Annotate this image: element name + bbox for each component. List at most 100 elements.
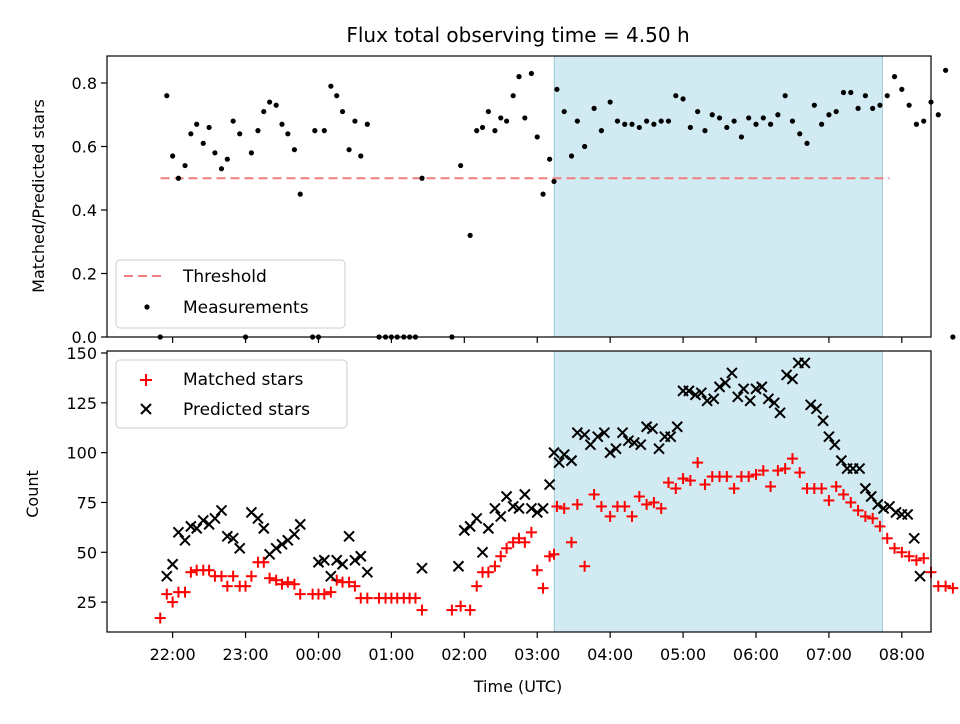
predicted-star-point: [553, 456, 565, 469]
measurement-point: [485, 108, 491, 115]
cross-b: [489, 502, 501, 515]
predicted-star-point: [565, 454, 578, 467]
cross-b: [914, 570, 926, 582]
cross-b: [616, 427, 629, 439]
predicted-star-point: [732, 391, 744, 403]
measurement-point: [731, 118, 737, 124]
matched-star-point: [677, 473, 689, 485]
cross-b: [343, 530, 355, 543]
y-tick-label: 0.2: [72, 264, 97, 283]
x-tick-label: 03:00: [514, 645, 560, 664]
measurement-point: [607, 99, 613, 105]
predicted-star-point: [901, 508, 914, 521]
predicted-star-point: [914, 570, 926, 582]
cross-b: [258, 522, 270, 535]
predicted-star-point: [768, 397, 780, 409]
matched-star-point: [881, 532, 893, 544]
measurement-point: [709, 112, 715, 118]
cross-b: [482, 522, 495, 535]
predicted-star-point: [707, 393, 720, 405]
matched-star-points: [154, 453, 959, 624]
measurement-point: [170, 153, 176, 159]
cross-b: [458, 524, 471, 537]
legend-measurements-swatch: [144, 304, 150, 310]
cross-b: [756, 381, 768, 393]
measurement-point: [789, 118, 796, 124]
measurement-point: [826, 112, 832, 118]
predicted-star-point: [325, 570, 337, 582]
cross-b: [853, 462, 866, 475]
predicted-star-point: [355, 550, 367, 562]
predicted-star-point: [664, 430, 677, 443]
predicted-star-point: [513, 502, 525, 515]
cross-b: [774, 407, 786, 419]
cross-b: [835, 454, 848, 467]
cross-b: [558, 448, 570, 461]
predicted-star-point: [270, 542, 282, 555]
x-tick-label: 07:00: [806, 645, 852, 664]
measurement-point: [811, 102, 817, 108]
predicted-star-point: [161, 570, 173, 582]
cross-b: [553, 456, 565, 469]
top-axes-frame: [106, 55, 932, 338]
cross-b: [543, 478, 556, 491]
matched-star-point: [940, 580, 952, 592]
matched-star-point: [903, 550, 915, 562]
measurement-point: [582, 143, 588, 150]
cross-b: [701, 395, 713, 407]
bottom-legend-box: [115, 359, 348, 429]
predicted-star-point: [166, 558, 179, 570]
measurement-point: [346, 147, 352, 153]
cross-b: [349, 554, 361, 566]
cross-b: [513, 502, 525, 515]
cross-b: [695, 387, 708, 399]
x-tick-label: 06:00: [733, 645, 779, 664]
cross-b: [531, 506, 543, 519]
cross-b: [172, 526, 185, 539]
matched-star-point: [519, 536, 531, 548]
predicted-star-point: [470, 512, 483, 525]
measurement-points: [157, 67, 956, 340]
matched-star-point: [692, 457, 704, 469]
measurement-point: [352, 118, 358, 124]
y-tick-label: 0.4: [72, 201, 97, 220]
predicted-star-point: [543, 478, 556, 491]
cross-b: [768, 397, 780, 409]
matched-star-point: [282, 576, 294, 588]
matched-star-point: [779, 463, 791, 475]
measurement-point: [285, 131, 291, 137]
matched-star-point: [221, 580, 233, 592]
matched-star-point: [179, 586, 191, 598]
predicted-star-point: [519, 488, 531, 501]
cross-b: [908, 532, 920, 545]
predicted-star-point: [853, 462, 866, 475]
cross-b: [604, 446, 616, 459]
cross-b: [565, 454, 578, 467]
measurement-point: [540, 191, 546, 197]
measurement-point: [175, 175, 182, 181]
cross-b: [197, 514, 209, 527]
cross-b: [336, 558, 349, 570]
cross-b: [495, 510, 507, 523]
matched-star-point: [588, 488, 600, 500]
predicted-star-point: [737, 383, 750, 395]
predicted-star-point: [823, 430, 835, 443]
matched-star-point: [455, 600, 467, 612]
measurement-point: [194, 121, 200, 127]
matched-star-point: [258, 556, 270, 568]
measurement-point: [644, 118, 650, 124]
measurement-point: [261, 108, 267, 115]
predicted-star-point: [701, 395, 713, 407]
measurement-point: [651, 121, 657, 127]
measurement-point: [522, 115, 528, 121]
matched-star-point: [566, 536, 578, 548]
measurement-point: [695, 108, 701, 115]
legend-predicted-swatch: [140, 403, 152, 415]
predicted-star-point: [835, 454, 848, 467]
predicted-star-point: [489, 502, 501, 515]
legend-measurements-label: Measurements: [183, 298, 309, 318]
cross-b: [883, 500, 896, 513]
predicted-star-point: [695, 387, 708, 399]
cross-b: [859, 482, 872, 495]
matched-star-point: [361, 592, 373, 604]
